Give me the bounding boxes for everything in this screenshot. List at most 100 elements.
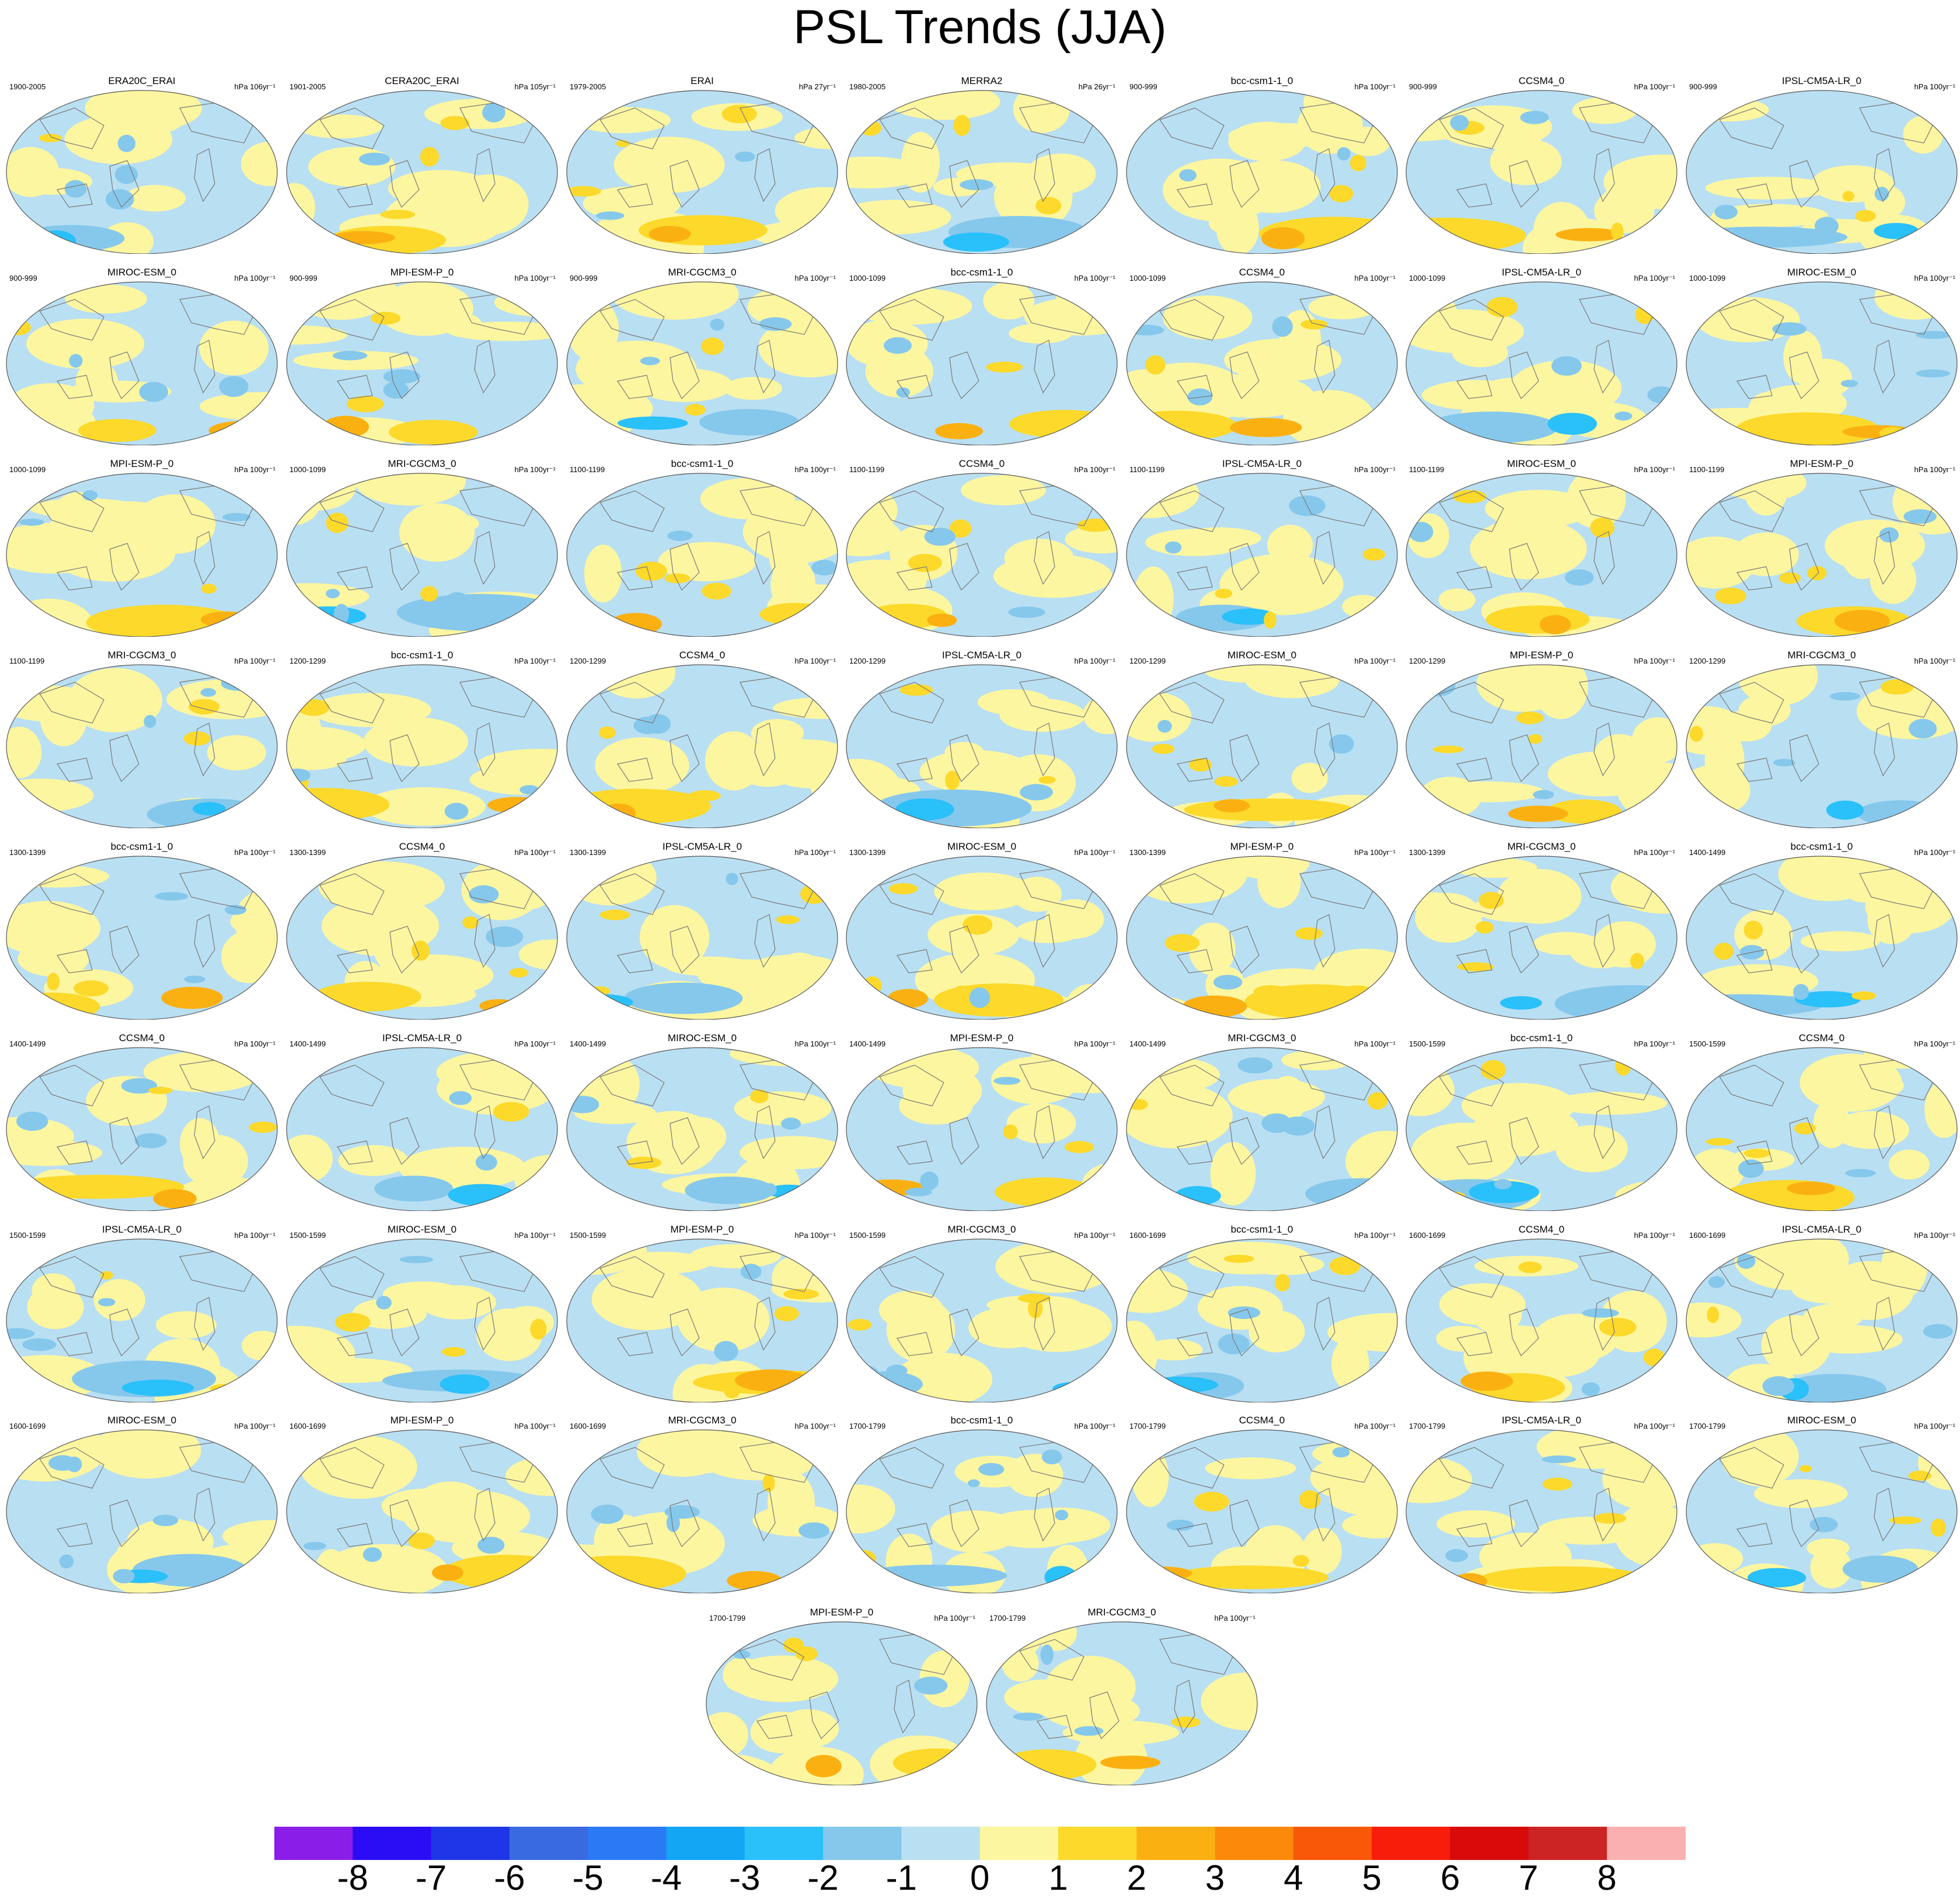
panel-period: 1200-1299 bbox=[1129, 657, 1166, 665]
map-panel: 1400-1499 bcc-csm1-1_0 hPa 100yr⁻¹ bbox=[1685, 839, 1959, 1020]
panel-period: 1600-1699 bbox=[1129, 1231, 1166, 1240]
map-panel: 1400-1499 MIROC-ESM_0 hPa 100yr⁻¹ bbox=[565, 1030, 839, 1211]
panel-name: CCSM4_0 bbox=[118, 1032, 165, 1044]
map-panel: 1500-1599 CCSM4_0 hPa 100yr⁻¹ bbox=[1685, 1030, 1959, 1211]
map-panel: 1100-1199 MIROC-ESM_0 hPa 100yr⁻¹ bbox=[1404, 456, 1679, 637]
map-plot bbox=[846, 1047, 1118, 1211]
panel-units: hPa 100yr⁻¹ bbox=[1634, 848, 1675, 857]
panel-units: hPa 100yr⁻¹ bbox=[1914, 1231, 1955, 1240]
panel-period: 1700-1799 bbox=[1689, 1422, 1726, 1430]
panel-period: 1500-1599 bbox=[9, 1231, 46, 1240]
panel-name: MRI-CGCM3_0 bbox=[947, 1224, 1016, 1235]
panel-name: MIROC-ESM_0 bbox=[107, 1415, 177, 1426]
map-panel: 1700-1799 MRI-CGCM3_0 hPa 100yr⁻¹ bbox=[985, 1604, 1259, 1785]
panel-name: bcc-csm1-1_0 bbox=[1230, 1224, 1293, 1235]
map-panel: 1000-1099 MIROC-ESM_0 hPa 100yr⁻¹ bbox=[1685, 264, 1959, 445]
panel-name: bcc-csm1-1_0 bbox=[950, 267, 1013, 278]
panel-units: hPa 100yr⁻¹ bbox=[234, 465, 275, 474]
panel-period: 1300-1399 bbox=[849, 848, 886, 857]
panel-name: MIROC-ESM_0 bbox=[107, 267, 177, 278]
panel-units: hPa 100yr⁻¹ bbox=[1354, 657, 1396, 665]
map-panel: 1700-1799 MPI-ESM-P_0 hPa 100yr⁻¹ bbox=[705, 1604, 979, 1785]
colorbar-tick-label: -5 bbox=[572, 1858, 604, 1897]
map-plot bbox=[1406, 90, 1677, 254]
colorbar-tick-label: -3 bbox=[729, 1858, 761, 1897]
panel-period: 900-999 bbox=[1689, 82, 1717, 91]
map-plot bbox=[1686, 1047, 1958, 1211]
map-panel: 1300-1399 CCSM4_0 hPa 100yr⁻¹ bbox=[285, 839, 559, 1020]
map-plot bbox=[1126, 1047, 1398, 1211]
map-plot bbox=[286, 1238, 558, 1402]
panel-name: IPSL-CM5A-LR_0 bbox=[1501, 1415, 1582, 1426]
map-plot bbox=[846, 664, 1118, 828]
panel-units: hPa 100yr⁻¹ bbox=[1634, 465, 1675, 474]
panel-period: 1200-1299 bbox=[1409, 657, 1446, 665]
panel-units: hPa 100yr⁻¹ bbox=[514, 657, 556, 665]
panel-name: MRI-CGCM3_0 bbox=[107, 650, 176, 661]
map-panel: 1400-1499 CCSM4_0 hPa 100yr⁻¹ bbox=[5, 1030, 279, 1211]
map-panel: 1400-1499 IPSL-CM5A-LR_0 hPa 100yr⁻¹ bbox=[285, 1030, 559, 1211]
map-plot bbox=[986, 1621, 1258, 1785]
map-panel: 900-999 IPSL-CM5A-LR_0 hPa 100yr⁻¹ bbox=[1685, 73, 1959, 254]
map-panel: 900-999 CCSM4_0 hPa 100yr⁻¹ bbox=[1404, 73, 1679, 254]
map-panel: 1200-1299 bcc-csm1-1_0 hPa 100yr⁻¹ bbox=[285, 647, 559, 828]
panel-units: hPa 27yr⁻¹ bbox=[798, 82, 836, 91]
map-plot bbox=[1126, 281, 1398, 445]
panel-units: hPa 100yr⁻¹ bbox=[794, 1039, 836, 1048]
panel-units: hPa 100yr⁻¹ bbox=[794, 848, 836, 857]
map-plot bbox=[1126, 1238, 1398, 1402]
map-panel: 1400-1499 MRI-CGCM3_0 hPa 100yr⁻¹ bbox=[1125, 1030, 1399, 1211]
map-plot bbox=[1406, 1238, 1677, 1402]
panel-units: hPa 100yr⁻¹ bbox=[1074, 1039, 1115, 1048]
map-plot bbox=[6, 1047, 278, 1211]
panel-name: MPI-ESM-P_0 bbox=[670, 1224, 734, 1235]
map-panel: 1200-1299 MIROC-ESM_0 hPa 100yr⁻¹ bbox=[1125, 647, 1399, 828]
panel-period: 1400-1499 bbox=[1129, 1039, 1166, 1048]
map-plot bbox=[1686, 856, 1958, 1020]
map-panel: 1200-1299 MRI-CGCM3_0 hPa 100yr⁻¹ bbox=[1685, 647, 1959, 828]
map-plot bbox=[566, 1429, 838, 1593]
map-plot bbox=[1406, 664, 1677, 828]
map-plot bbox=[1686, 1238, 1958, 1402]
map-plot bbox=[1406, 856, 1677, 1020]
panel-period: 1000-1099 bbox=[9, 465, 46, 474]
panel-name: CCSM4_0 bbox=[399, 841, 445, 852]
panel-units: hPa 100yr⁻¹ bbox=[1074, 848, 1115, 857]
map-panel: 1901-2005 CERA20C_ERAI hPa 105yr⁻¹ bbox=[285, 73, 559, 254]
panel-name: CCSM4_0 bbox=[679, 650, 726, 661]
map-panel: 1100-1199 IPSL-CM5A-LR_0 hPa 100yr⁻¹ bbox=[1125, 456, 1399, 637]
panel-name: MIROC-ESM_0 bbox=[1506, 458, 1577, 469]
panel-period: 1200-1299 bbox=[570, 657, 606, 665]
panel-period: 1400-1499 bbox=[290, 1039, 326, 1048]
map-panel: 1000-1099 IPSL-CM5A-LR_0 hPa 100yr⁻¹ bbox=[1404, 264, 1679, 445]
panel-period: 900-999 bbox=[1129, 82, 1157, 91]
panel-name: MRI-CGCM3_0 bbox=[1507, 841, 1576, 852]
map-plot bbox=[286, 90, 558, 254]
panel-period: 1000-1099 bbox=[1409, 274, 1446, 282]
panel-name: MIROC-ESM_0 bbox=[1787, 267, 1857, 278]
panel-name: CCSM4_0 bbox=[1518, 75, 1565, 86]
map-panel: 1500-1599 IPSL-CM5A-LR_0 hPa 100yr⁻¹ bbox=[5, 1222, 279, 1402]
panel-units: hPa 100yr⁻¹ bbox=[1914, 1039, 1955, 1048]
panel-period: 1200-1299 bbox=[849, 657, 886, 665]
map-panel: 1100-1199 bcc-csm1-1_0 hPa 100yr⁻¹ bbox=[565, 456, 839, 637]
panel-name: bcc-csm1-1_0 bbox=[950, 1415, 1013, 1426]
panel-period: 1000-1099 bbox=[849, 274, 886, 282]
panel-period: 1200-1299 bbox=[290, 657, 326, 665]
colorbar-tick-label: 6 bbox=[1440, 1858, 1460, 1897]
panel-units: hPa 100yr⁻¹ bbox=[514, 274, 556, 282]
chart-title: PSL Trends (JJA) bbox=[793, 1, 1167, 54]
map-panel: 1600-1699 IPSL-CM5A-LR_0 hPa 100yr⁻¹ bbox=[1685, 1222, 1959, 1402]
panel-units: hPa 100yr⁻¹ bbox=[934, 1614, 975, 1622]
panel-period: 1400-1499 bbox=[9, 1039, 46, 1048]
panel-name: ERAI bbox=[690, 75, 714, 86]
panel-period: 1700-1799 bbox=[989, 1614, 1026, 1622]
panel-units: hPa 100yr⁻¹ bbox=[514, 848, 556, 857]
panel-units: hPa 100yr⁻¹ bbox=[1914, 274, 1955, 282]
panel-name: MPI-ESM-P_0 bbox=[1230, 841, 1294, 852]
panel-name: CCSM4_0 bbox=[1798, 1032, 1845, 1044]
panel-units: hPa 100yr⁻¹ bbox=[1634, 274, 1675, 282]
map-plot bbox=[846, 473, 1118, 637]
panel-period: 1400-1499 bbox=[849, 1039, 886, 1048]
